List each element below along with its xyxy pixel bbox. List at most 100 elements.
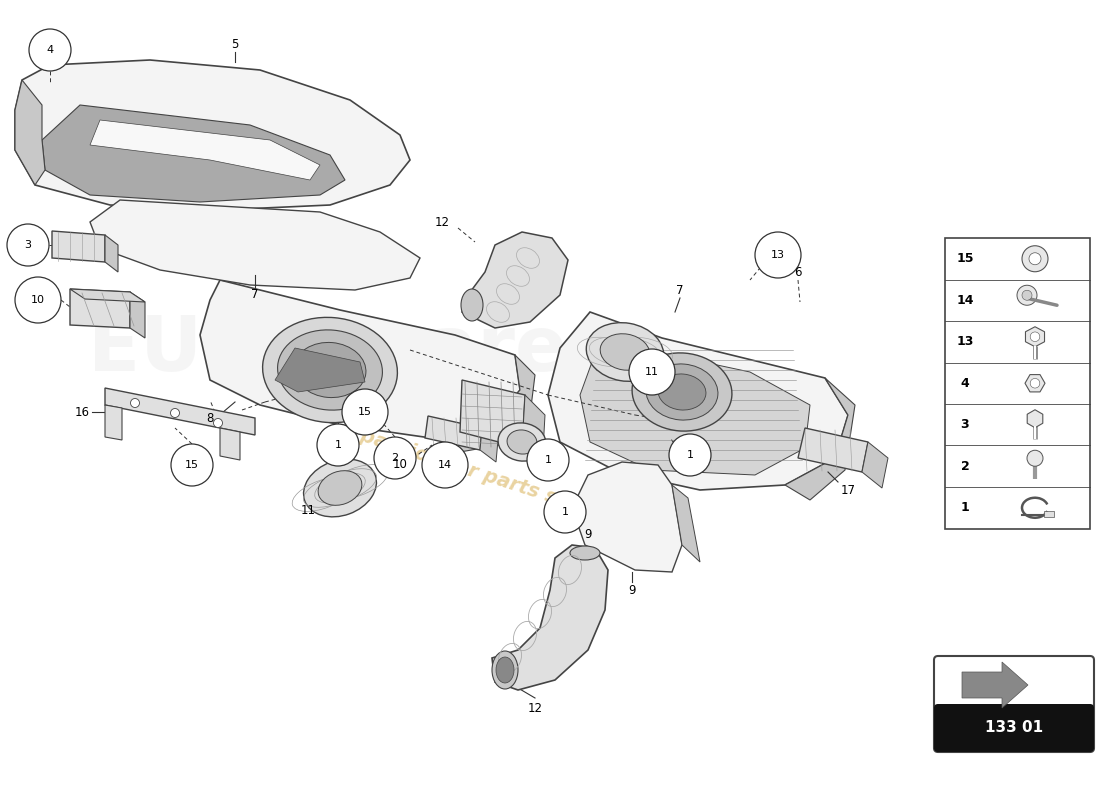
Circle shape [342, 389, 388, 435]
Circle shape [755, 232, 801, 278]
Ellipse shape [461, 289, 483, 321]
Polygon shape [672, 485, 700, 562]
Text: 14: 14 [438, 460, 452, 470]
Polygon shape [480, 428, 498, 462]
Polygon shape [1027, 410, 1043, 428]
Bar [938, 710, 1090, 748]
Ellipse shape [632, 353, 732, 431]
Text: 10: 10 [393, 458, 407, 471]
Polygon shape [572, 462, 682, 572]
Circle shape [544, 491, 586, 533]
Text: 4: 4 [960, 377, 969, 390]
Text: 16: 16 [75, 406, 89, 418]
Text: 133 01: 133 01 [984, 721, 1043, 735]
Circle shape [170, 409, 179, 418]
Text: 2: 2 [392, 453, 398, 463]
Polygon shape [275, 348, 365, 392]
Text: 9: 9 [584, 529, 592, 542]
Polygon shape [104, 405, 122, 440]
Text: 3: 3 [960, 418, 969, 431]
Polygon shape [785, 378, 855, 500]
Text: 6: 6 [794, 266, 802, 278]
Text: 12: 12 [528, 702, 542, 714]
Text: 14: 14 [956, 294, 974, 306]
Polygon shape [798, 428, 868, 472]
Circle shape [7, 224, 50, 266]
Text: 15: 15 [358, 407, 372, 417]
Circle shape [170, 444, 213, 486]
Polygon shape [1025, 374, 1045, 392]
Polygon shape [90, 200, 420, 290]
Circle shape [1022, 290, 1032, 300]
Ellipse shape [263, 318, 397, 422]
Polygon shape [962, 662, 1028, 708]
Circle shape [1022, 246, 1048, 272]
Text: 12: 12 [434, 215, 450, 229]
Text: 2: 2 [960, 460, 969, 473]
Circle shape [374, 437, 416, 479]
Polygon shape [90, 120, 320, 180]
Text: 4: 4 [46, 45, 54, 55]
Circle shape [213, 418, 222, 427]
Ellipse shape [646, 364, 718, 420]
FancyBboxPatch shape [934, 656, 1094, 752]
Polygon shape [220, 428, 240, 460]
Polygon shape [15, 80, 45, 185]
Text: 1: 1 [561, 507, 569, 517]
Text: 7: 7 [251, 289, 258, 302]
Circle shape [1031, 332, 1040, 342]
Circle shape [669, 434, 711, 476]
Text: 15: 15 [185, 460, 199, 470]
Ellipse shape [294, 342, 366, 398]
Circle shape [422, 442, 468, 488]
Circle shape [15, 277, 60, 323]
Text: 5: 5 [231, 38, 239, 51]
Text: 3: 3 [24, 240, 32, 250]
Text: 1: 1 [960, 502, 969, 514]
Polygon shape [548, 312, 848, 490]
Ellipse shape [304, 459, 376, 517]
Polygon shape [425, 416, 482, 450]
Ellipse shape [601, 334, 650, 370]
Ellipse shape [492, 651, 518, 689]
Polygon shape [104, 235, 118, 272]
Ellipse shape [496, 657, 514, 683]
Polygon shape [104, 388, 255, 435]
Polygon shape [522, 395, 544, 468]
Polygon shape [460, 380, 525, 448]
Circle shape [1028, 253, 1041, 265]
Text: 1: 1 [686, 450, 693, 460]
Text: a passion for parts since 1985: a passion for parts since 1985 [339, 420, 661, 540]
Ellipse shape [507, 430, 537, 454]
Polygon shape [70, 289, 145, 302]
Text: 7: 7 [676, 283, 684, 297]
Bar [1044, 510, 1054, 517]
Circle shape [1027, 450, 1043, 466]
Text: 15: 15 [956, 252, 974, 266]
Polygon shape [15, 60, 410, 210]
Polygon shape [446, 355, 535, 452]
Circle shape [29, 29, 72, 71]
Ellipse shape [318, 470, 362, 506]
Bar [945, 238, 1090, 529]
Circle shape [1018, 286, 1037, 306]
Ellipse shape [658, 374, 706, 410]
Polygon shape [70, 289, 130, 328]
Ellipse shape [570, 546, 600, 560]
Polygon shape [200, 280, 520, 440]
Polygon shape [52, 231, 104, 262]
Text: 13: 13 [771, 250, 785, 260]
Text: 11: 11 [300, 503, 316, 517]
Text: 11: 11 [645, 367, 659, 377]
Circle shape [317, 424, 359, 466]
Text: 13: 13 [956, 335, 974, 348]
Circle shape [527, 439, 569, 481]
Text: 8: 8 [207, 411, 213, 425]
Text: 17: 17 [840, 483, 856, 497]
Polygon shape [1025, 326, 1045, 346]
Ellipse shape [586, 322, 663, 382]
Text: 1: 1 [334, 440, 341, 450]
Polygon shape [462, 232, 568, 328]
Polygon shape [862, 442, 888, 488]
Text: 1: 1 [544, 455, 551, 465]
